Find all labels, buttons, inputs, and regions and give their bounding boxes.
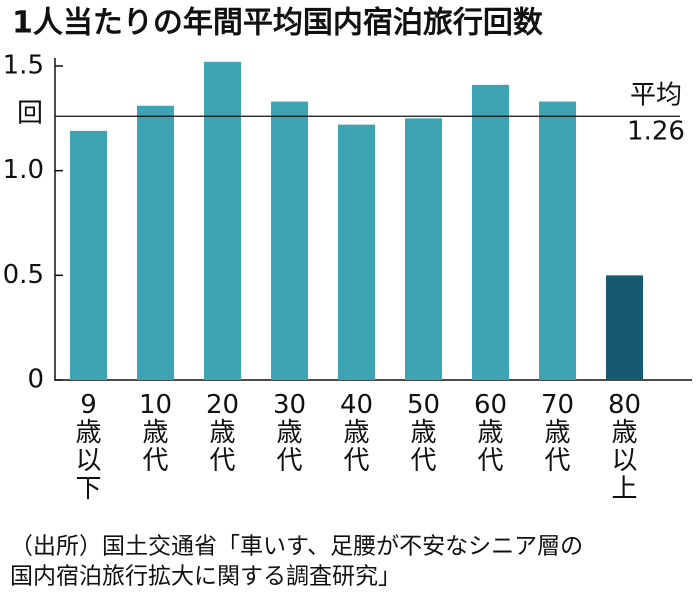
chart-title: 1人当たりの年間平均国内宿泊旅行回数: [12, 6, 544, 41]
average-label: 平均: [630, 81, 682, 111]
bar: [271, 101, 308, 380]
y-unit: 回: [17, 99, 43, 129]
bar: [405, 118, 442, 380]
y-tick-label: 1.5: [3, 51, 44, 81]
bar: [539, 101, 576, 380]
x-tick-label: 10 歳代: [139, 390, 172, 476]
x-tick-label: 50 歳代: [407, 390, 440, 476]
source-line: 国内宿泊旅行拡大に関する調査研究」: [10, 564, 401, 590]
y-tick-label: 0.5: [3, 260, 44, 290]
y-tick-label: 0: [27, 365, 44, 395]
x-tick-label: 40 歳代: [340, 390, 373, 476]
bar: [204, 61, 241, 381]
source-line: （出所）国土交通省「車いす、足腰が不安なシニア層の: [10, 534, 583, 560]
bar: [70, 130, 107, 380]
y-tick-label: 1.0: [3, 155, 44, 185]
x-tick-label: 70 歳代: [541, 390, 574, 476]
x-tick-label: 9 歳以下: [75, 390, 101, 504]
x-tick-label: 20 歳代: [206, 390, 239, 476]
bar: [338, 124, 375, 380]
bar: [472, 84, 509, 380]
bar: [606, 275, 643, 380]
x-tick-label: 80 歳以上: [608, 390, 641, 504]
x-tick-label: 30 歳代: [273, 390, 306, 476]
average-value: 1.26: [627, 117, 685, 147]
bar: [137, 105, 174, 381]
x-tick-label: 60 歳代: [474, 390, 507, 476]
